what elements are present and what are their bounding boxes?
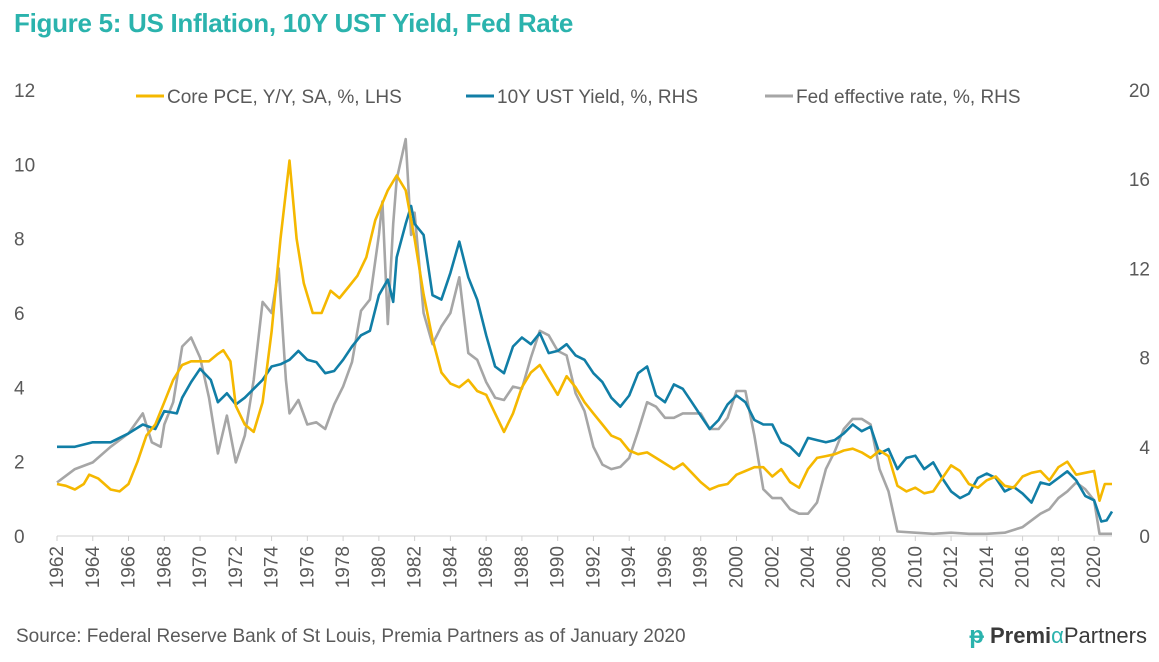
chart-title: Figure 5: US Inflation, 10Y UST Yield, F…	[14, 8, 573, 38]
x-tick-label: 1976	[297, 546, 318, 588]
y-right-tick-label: 12	[1129, 259, 1150, 280]
x-tick-label: 2006	[834, 546, 855, 588]
x-tick-label: 1996	[655, 546, 676, 588]
x-tick-label: 1978	[333, 546, 354, 588]
x-tick-label: 1970	[190, 546, 211, 588]
x-tick-label: 2000	[726, 546, 747, 588]
y-left-tick-label: 2	[14, 453, 25, 474]
x-tick-label: 1986	[476, 546, 497, 588]
y-left-tick-label: 10	[14, 155, 35, 176]
x-tick-label: 2008	[870, 546, 891, 588]
series-line-2	[56, 137, 1112, 536]
y-right-tick-label: 0	[1139, 527, 1150, 548]
x-tick-label: 1998	[691, 546, 712, 588]
legend-label: Fed effective rate, %, RHS	[796, 87, 1021, 108]
x-tick-label: 2014	[977, 546, 998, 589]
x-tick-label: 1962	[47, 546, 68, 588]
x-tick-label: 1984	[440, 546, 461, 589]
y-left-tick-label: 4	[14, 378, 25, 399]
x-tick-label: 2016	[1013, 546, 1034, 588]
legend: Core PCE, Y/Y, SA, %, LHS 10Y UST Yield, …	[136, 87, 1021, 108]
brand-logo: ᵽ Premi α Partners	[969, 622, 1147, 650]
x-tick-label: 1974	[262, 546, 283, 589]
x-tick-label: 1966	[119, 546, 140, 588]
x-tick-label: 2004	[798, 546, 819, 589]
series-line-0	[56, 159, 1112, 502]
x-tick-label: 2002	[762, 546, 783, 588]
brand-name-alpha: α	[1051, 623, 1064, 648]
y-right-tick-label: 4	[1139, 438, 1150, 459]
brand-icon: ᵽ	[969, 622, 984, 649]
brand-name-part2: Partners	[1063, 623, 1147, 648]
y-left-tick-label: 8	[14, 230, 25, 251]
y-axis-left: 0 2 4 6 8 10 12	[14, 81, 35, 548]
y-right-tick-label: 8	[1139, 349, 1150, 370]
brand-name-part1: Premi	[989, 623, 1052, 648]
x-tick-label: 2020	[1084, 546, 1105, 588]
legend-label: 10Y UST Yield, %, RHS	[497, 87, 698, 108]
series-line-1	[57, 204, 1114, 523]
y-axis-right: 0 4 8 12 16 20	[1129, 81, 1151, 548]
x-axis: 1962 1964 1966 1968 1970 1972 1974 1976 1978 1980…	[47, 535, 1112, 589]
x-tick-label: 1988	[512, 546, 533, 588]
legend-label: Core PCE, Y/Y, SA, %, LHS	[167, 87, 402, 108]
x-tick-label: 1972	[226, 546, 247, 588]
y-left-tick-label: 12	[14, 81, 35, 102]
series-group	[56, 137, 1114, 536]
x-tick-label: 1992	[583, 546, 604, 588]
y-left-tick-label: 0	[14, 527, 25, 548]
y-right-tick-label: 20	[1129, 81, 1150, 102]
x-tick-label: 2018	[1048, 546, 1069, 588]
x-tick-label: 1994	[619, 546, 640, 589]
y-left-tick-label: 6	[14, 304, 25, 325]
x-tick-label: 1968	[154, 546, 175, 588]
x-tick-label: 1964	[83, 546, 104, 589]
x-tick-label: 2010	[905, 546, 926, 588]
x-tick-label: 1980	[369, 546, 390, 588]
source-note: Source: Federal Reserve Bank of St Louis…	[16, 626, 686, 647]
y-right-tick-label: 16	[1129, 170, 1150, 191]
x-tick-label: 2012	[941, 546, 962, 588]
x-tick-label: 1990	[548, 546, 569, 588]
x-tick-label: 1982	[405, 546, 426, 588]
